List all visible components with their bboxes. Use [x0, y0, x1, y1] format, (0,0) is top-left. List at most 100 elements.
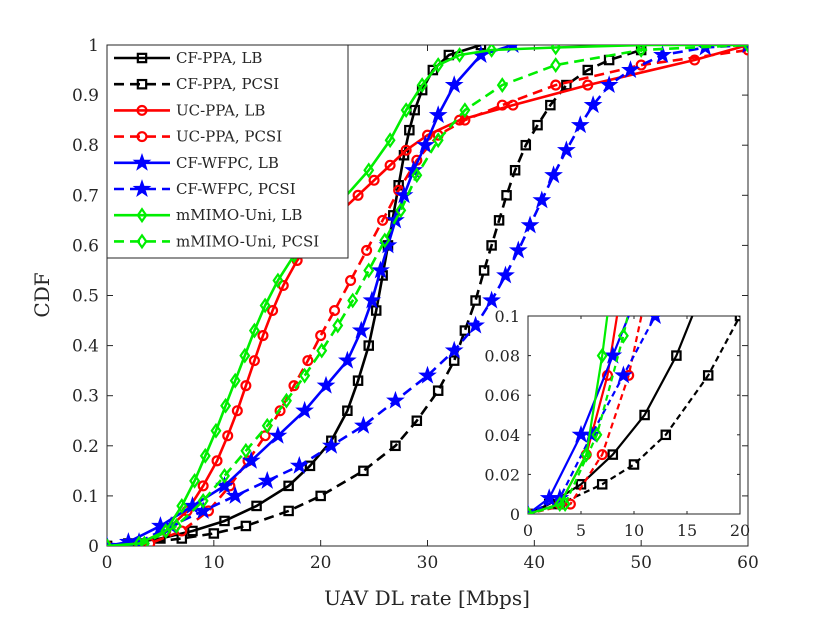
data-point-uc-ppa-lb — [248, 355, 260, 367]
main-x-tick-label: 20 — [310, 553, 332, 573]
data-point-cf-wfpc-lb — [268, 425, 288, 444]
x-axis-label: UAV DL rate [Mbps] — [324, 586, 530, 610]
data-point-mmimo-uni-lb — [550, 45, 562, 56]
data-point-mmimo-uni-lb — [486, 45, 498, 58]
y-axis-label: CDF — [30, 272, 54, 317]
data-point-cf-wfpc-pcsi — [496, 265, 515, 284]
data-point-mmimo-uni-pcsi — [550, 57, 562, 73]
data-point-mmimo-uni-pcsi — [635, 45, 647, 58]
inset-x-tick-label: 5 — [576, 521, 586, 540]
data-point-mmimo-uni-lb — [176, 498, 188, 514]
data-point-cf-wfpc-pcsi — [466, 315, 485, 334]
inset-x-tick-label: 10 — [624, 521, 644, 540]
data-point-uc-ppa-lb — [400, 144, 412, 156]
main-y-tick-label: 0.7 — [72, 186, 99, 206]
data-point-uc-ppa-pcsi — [377, 214, 389, 226]
data-point-uc-ppa-lb — [257, 330, 269, 342]
data-point-cf-wfpc-lb — [183, 496, 202, 514]
data-point-cf-ppa-pcsi — [432, 385, 444, 396]
data-point-cf-wfpc-lb — [444, 75, 464, 94]
legend-marker-cf-wfpc-pcsi — [132, 179, 152, 197]
legend-label-cf-ppa-pcsi: CF-PPA, PCSI — [176, 75, 279, 93]
main-y-tick-label: 0 — [88, 537, 99, 557]
data-point-mmimo-uni-lb — [259, 297, 271, 314]
data-point-uc-ppa-pcsi — [550, 79, 562, 91]
data-point-cf-wfpc-pcsi — [482, 290, 501, 309]
data-point-uc-ppa-pcsi — [329, 305, 341, 317]
data-point-mmimo-uni-lb — [199, 447, 211, 464]
main-axis-ticks: 0 10 20 30 40 50 6000.10.20.30.40.50.60.70.80.… — [72, 36, 759, 573]
main-x-tick-label: 0 — [102, 553, 113, 573]
data-point-cf-ppa-lb — [187, 525, 198, 537]
data-point-mmimo-uni-pcsi — [332, 317, 344, 334]
data-point-cf-ppa-pcsi — [208, 528, 220, 539]
main-y-tick-label: 0.9 — [72, 86, 99, 106]
data-point-cf-wfpc-lb — [362, 290, 382, 309]
inset-data-point-cf-wfpc-pcsi — [582, 424, 601, 443]
inset-plot-area — [527, 315, 741, 515]
data-point-cf-ppa-pcsi — [459, 325, 471, 336]
inset-y-tick-label: 0.02 — [484, 465, 520, 484]
data-point-mmimo-uni-lb — [272, 272, 284, 289]
data-point-mmimo-uni-lb — [454, 47, 466, 63]
data-point-cf-ppa-pcsi — [486, 240, 497, 251]
inset-x-tick-label: 0 — [523, 521, 533, 540]
data-point-cf-wfpc-lb — [415, 135, 435, 154]
inset-data-point-mmimo-uni-pcsi — [591, 426, 603, 443]
data-point-uc-ppa-pcsi — [259, 430, 271, 442]
data-point-mmimo-uni-pcsi — [379, 232, 391, 249]
legend-marker-uc-ppa-pcsi — [136, 131, 148, 143]
data-point-cf-wfpc-pcsi — [557, 140, 576, 159]
data-point-cf-wfpc-lb — [295, 400, 315, 419]
inset-data-point-cf-wfpc-pcsi — [649, 316, 661, 324]
data-point-uc-ppa-pcsi — [345, 274, 357, 286]
data-point-uc-ppa-lb — [384, 159, 396, 171]
data-point-cf-wfpc-lb — [215, 476, 234, 494]
legend-label-mmimo-uni-lb: mMIMO-Uni, LB — [176, 206, 302, 224]
data-point-cf-ppa-pcsi — [520, 139, 532, 151]
main-y-tick-label: 0.8 — [72, 136, 99, 156]
main-x-tick-label: 50 — [630, 553, 652, 573]
data-point-cf-ppa-pcsi — [283, 505, 294, 517]
data-point-uc-ppa-lb — [240, 380, 252, 392]
data-point-mmimo-uni-lb — [416, 77, 428, 93]
inset-y-tick-label: 0.08 — [484, 347, 520, 366]
data-point-mmimo-uni-pcsi — [240, 442, 252, 459]
data-point-mmimo-uni-pcsi — [496, 77, 508, 93]
main-x-tick-label: 10 — [203, 553, 225, 573]
data-point-uc-ppa-lb — [222, 430, 234, 442]
main-x-tick-label: 60 — [737, 553, 759, 573]
data-point-uc-ppa-pcsi — [361, 244, 373, 256]
inset-series-line-cf-ppa-lb — [528, 316, 694, 514]
main-x-tick-label: 40 — [524, 553, 546, 573]
data-point-cf-ppa-pcsi — [315, 490, 326, 502]
data-point-cf-wfpc-pcsi — [653, 45, 672, 63]
data-point-cf-wfpc-pcsi — [520, 215, 540, 234]
inset-data-point-cf-wfpc-pcsi — [614, 365, 633, 384]
main-y-tick-label: 0.2 — [72, 437, 99, 457]
data-point-uc-ppa-pcsi — [315, 330, 327, 342]
data-point-cf-wfpc-lb — [371, 260, 390, 279]
data-point-mmimo-uni-pcsi — [197, 493, 209, 509]
data-point-cf-wfpc-pcsi — [508, 240, 528, 259]
data-point-cf-wfpc-lb — [428, 105, 448, 124]
main-y-tick-label: 1 — [88, 36, 99, 56]
data-point-mmimo-uni-lb — [220, 397, 232, 414]
data-point-cf-ppa-pcsi — [470, 295, 481, 306]
main-x-tick-label: 30 — [417, 553, 439, 573]
data-point-cf-wfpc-pcsi — [354, 415, 373, 434]
data-point-mmimo-uni-lb — [384, 132, 396, 149]
main-y-tick-label: 0.5 — [72, 287, 99, 307]
data-point-mmimo-uni-lb — [432, 57, 444, 73]
legend-marker-uc-ppa-lb — [136, 104, 148, 116]
inset-series-line-cf-ppa-pcsi — [528, 316, 740, 514]
main-y-tick-label: 0.1 — [72, 487, 99, 507]
data-point-cf-wfpc-pcsi — [583, 95, 603, 114]
data-point-cf-ppa-pcsi — [501, 190, 512, 201]
data-point-cf-wfpc-pcsi — [532, 190, 552, 209]
data-point-cf-wfpc-pcsi — [599, 75, 619, 94]
data-point-cf-wfpc-pcsi — [225, 486, 245, 504]
legend-label-uc-ppa-pcsi: UC-PPA, PCSI — [176, 128, 282, 146]
data-point-mmimo-uni-pcsi — [432, 132, 444, 149]
data-point-uc-ppa-lb — [197, 480, 209, 492]
